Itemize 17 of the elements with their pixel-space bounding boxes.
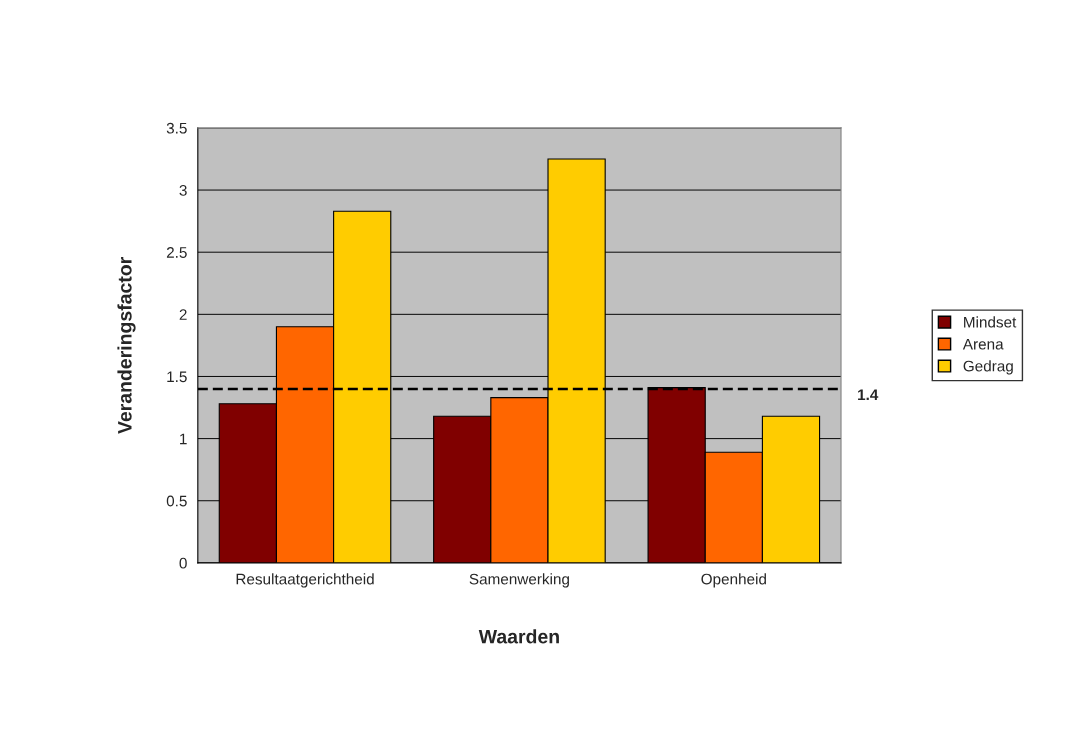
y-tick-label: 1.5	[167, 371, 187, 383]
x-tick-label: Openheid	[701, 573, 766, 588]
x-tick-label: Samenwerking	[469, 573, 569, 588]
x-axis-title: Waarden	[478, 629, 559, 644]
y-tick-label: 3	[179, 184, 187, 196]
y-tick-label: 2	[179, 309, 187, 320]
y-tick-label: 0.5	[166, 495, 187, 507]
x-tick-label: Resultaatgerichtheid	[236, 573, 374, 588]
ref-line-label: 1.4	[858, 389, 879, 400]
y-tick-label: 2.5	[166, 247, 187, 258]
y-tick-label: 0	[179, 557, 187, 569]
y-tick-label: 3.5	[166, 122, 187, 134]
y-tick-label: 1	[180, 433, 187, 445]
legend-label: Gedrag	[963, 360, 1013, 375]
legend-label: Mindset	[964, 316, 1017, 328]
y-axis-title: Veranderingsfactor	[117, 257, 136, 434]
legend-label: Arena	[962, 338, 1004, 350]
